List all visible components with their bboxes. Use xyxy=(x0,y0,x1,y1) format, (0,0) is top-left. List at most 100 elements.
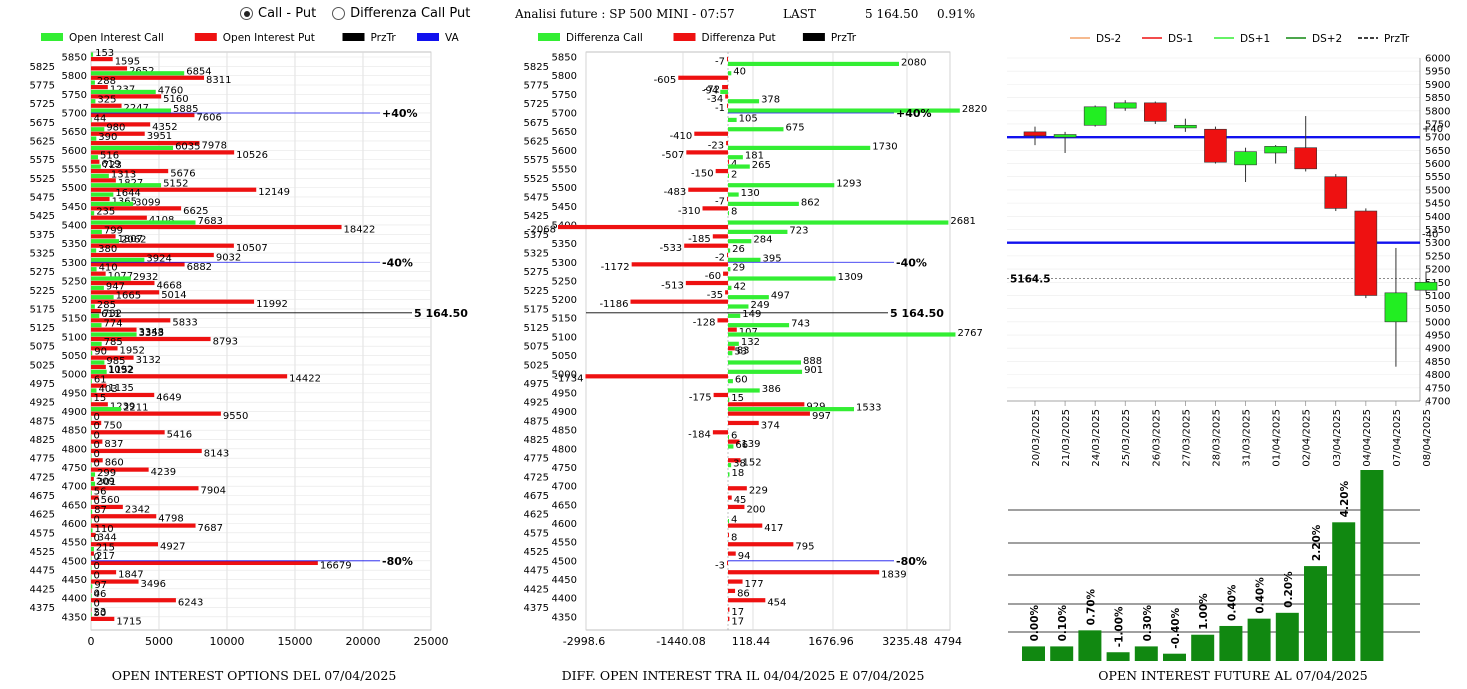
call-diff-label: 2767 xyxy=(957,328,982,339)
call-bar xyxy=(91,220,196,225)
put-diff-bar xyxy=(728,439,740,444)
level-label: +40% xyxy=(896,107,932,120)
call-bar xyxy=(91,407,122,412)
call-value-label: 301 xyxy=(97,477,116,488)
strike-label: 5425 xyxy=(30,211,55,222)
call-value-label: 1644 xyxy=(115,188,140,199)
put-bar xyxy=(91,57,113,62)
put-bar xyxy=(91,84,108,90)
put-diff-bar xyxy=(728,598,766,603)
call-bar xyxy=(91,425,92,430)
call-bar xyxy=(91,351,93,356)
future-bar xyxy=(1106,652,1130,661)
put-bar xyxy=(91,308,101,314)
call-diff-label: 4 xyxy=(731,515,737,526)
put-diff-bar xyxy=(728,542,794,547)
strike-label: 4800 xyxy=(552,444,577,455)
candle-body xyxy=(1384,292,1408,323)
call-bar xyxy=(91,257,145,262)
call-value-label: 1313 xyxy=(111,169,136,180)
put-value-label: 3496 xyxy=(141,579,166,590)
call-bar xyxy=(91,80,95,85)
put-value-label: 5160 xyxy=(163,94,188,105)
strike-label: 4500 xyxy=(62,556,87,567)
call-diff-bar xyxy=(728,379,733,384)
legend-swatch xyxy=(417,33,439,41)
call-diff-bar xyxy=(728,407,855,412)
put-diff-label: -23 xyxy=(708,140,724,151)
call-diff-label: 40 xyxy=(733,67,746,78)
radio-differenza-call-put[interactable]: Differenza Call Put xyxy=(332,6,470,21)
put-value-label: 1952 xyxy=(120,346,145,357)
candle-body xyxy=(1294,147,1317,170)
put-bar xyxy=(91,374,288,379)
put-bar xyxy=(91,364,106,370)
strike-label: 5000 xyxy=(62,370,87,381)
future-bar-label: -1.00% xyxy=(1114,606,1126,647)
call-diff-bar xyxy=(728,435,729,440)
strike-label: 5425 xyxy=(524,211,549,222)
strike-label: 4950 xyxy=(552,388,577,399)
strike-label: 5025 xyxy=(30,360,55,371)
chart-mode-selector: Call - Put Differenza Call Put xyxy=(240,6,470,21)
put-bar xyxy=(91,523,196,528)
strike-label: 4550 xyxy=(552,538,577,549)
strike-label: 5075 xyxy=(524,342,549,353)
call-value-label: 0 xyxy=(94,496,100,507)
strike-label: 4425 xyxy=(30,584,55,595)
put-diff-label: -72 xyxy=(704,84,720,95)
put-diff-label: -184 xyxy=(688,430,711,441)
radio-call-put[interactable]: Call - Put xyxy=(240,6,316,21)
candle-body xyxy=(1234,151,1257,166)
call-bar xyxy=(91,201,134,206)
call-bar xyxy=(91,164,101,169)
call-diff-label: 249 xyxy=(750,300,769,311)
strike-label: 4825 xyxy=(30,435,55,446)
put-bar xyxy=(91,252,214,258)
y-tick-label: 6000 xyxy=(1425,54,1450,65)
put-value-label: 3951 xyxy=(147,131,172,142)
put-diff-label: -1186 xyxy=(599,299,628,310)
call-bar xyxy=(91,500,92,505)
strike-label: 4350 xyxy=(552,612,577,623)
call-diff-label: 378 xyxy=(761,95,780,106)
put-bar xyxy=(91,94,162,99)
put-bar xyxy=(91,187,257,192)
legend-label: VA xyxy=(445,32,460,44)
open-interest-options-chart: Open Interest Call Open Interest Put PrzTr… xyxy=(30,32,469,683)
put-value-label: 1092 xyxy=(108,364,133,375)
x-tick-label: 10000 xyxy=(210,635,245,648)
strike-label: 5175 xyxy=(30,304,55,315)
call-value-label: 3099 xyxy=(135,197,160,208)
put-value-label: 7904 xyxy=(200,486,225,497)
strike-label: 4900 xyxy=(62,407,87,418)
date-label: 08/04/2025 xyxy=(1422,409,1433,467)
call-diff-bar xyxy=(728,304,749,309)
call-bar xyxy=(91,173,109,178)
call-value-label: 5152 xyxy=(163,179,188,190)
put-bar xyxy=(91,66,128,71)
y-tick-label: 5950 xyxy=(1425,67,1450,78)
y-tick-label: 5350 xyxy=(1425,225,1450,236)
call-value-label: 90 xyxy=(94,347,107,358)
put-value-label: 1807 xyxy=(118,234,143,245)
strike-label: 5850 xyxy=(552,53,577,64)
future-bar-label: 1.00% xyxy=(1198,593,1210,630)
diff-open-interest-chart: Differenza Call Differenza Put PrzTr -2998.… xyxy=(524,32,988,683)
call-bar xyxy=(91,295,114,300)
call-value-label: 15 xyxy=(94,393,107,404)
strike-label: 5700 xyxy=(62,108,87,119)
put-diff-bar xyxy=(728,504,745,510)
call-value-label: 611 xyxy=(101,309,120,320)
call-bar xyxy=(91,71,185,76)
put-bar xyxy=(91,402,108,407)
strike-label: 5500 xyxy=(62,183,87,194)
strike-label: 5250 xyxy=(62,276,87,287)
strike-label: 5575 xyxy=(30,155,55,166)
call-diff-bar xyxy=(728,155,743,160)
candle-body xyxy=(1264,146,1287,154)
strike-label: 4375 xyxy=(30,603,55,614)
strike-label: 4550 xyxy=(62,538,87,549)
put-value-label: 6243 xyxy=(178,598,203,609)
put-diff-label: -605 xyxy=(654,75,677,86)
